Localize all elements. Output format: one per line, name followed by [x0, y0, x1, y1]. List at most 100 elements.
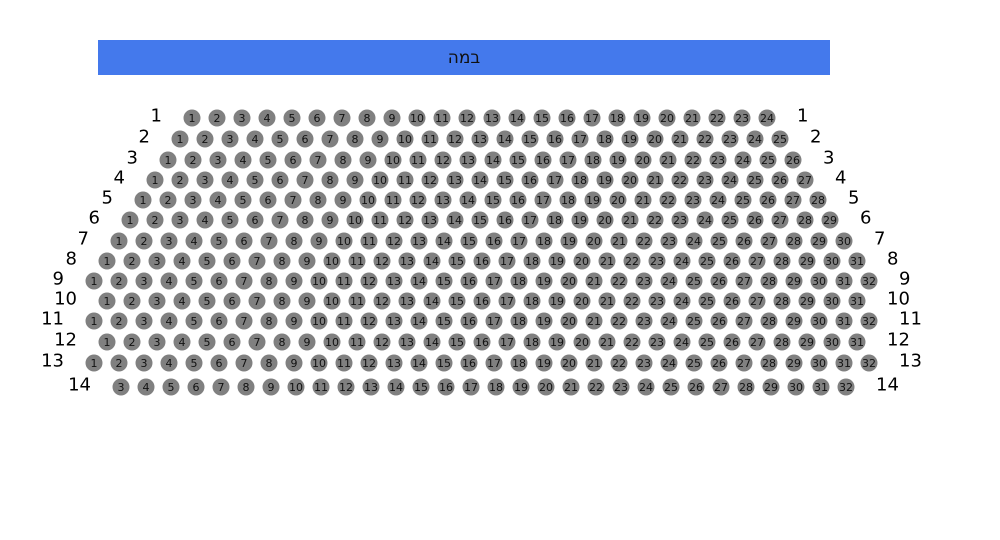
- seat[interactable]: 28: [760, 272, 778, 290]
- seat-circle[interactable]: [587, 378, 605, 396]
- seat[interactable]: 15: [471, 211, 489, 229]
- seat[interactable]: 25: [771, 130, 789, 148]
- seat-circle[interactable]: [634, 191, 652, 209]
- seat[interactable]: 21: [598, 333, 616, 351]
- seat-circle[interactable]: [760, 232, 778, 250]
- seat[interactable]: 10: [310, 312, 328, 330]
- seat[interactable]: 9: [298, 292, 316, 310]
- seat[interactable]: 12: [446, 130, 464, 148]
- seat[interactable]: 8: [346, 130, 364, 148]
- seat[interactable]: 16: [496, 211, 514, 229]
- seat[interactable]: 2: [110, 272, 128, 290]
- seat-circle[interactable]: [598, 252, 616, 270]
- seat[interactable]: 31: [848, 292, 866, 310]
- seat-circle[interactable]: [385, 312, 403, 330]
- seat-circle[interactable]: [483, 109, 501, 127]
- seat-circle[interactable]: [510, 232, 528, 250]
- seat[interactable]: 27: [735, 272, 753, 290]
- seat-circle[interactable]: [835, 354, 853, 372]
- seat-circle[interactable]: [437, 378, 455, 396]
- seat-circle[interactable]: [535, 272, 553, 290]
- seat[interactable]: 1: [146, 171, 164, 189]
- seat[interactable]: 19: [535, 354, 553, 372]
- seat[interactable]: 18: [510, 312, 528, 330]
- seat-circle[interactable]: [546, 171, 564, 189]
- seat[interactable]: 29: [785, 354, 803, 372]
- seat[interactable]: 25: [710, 232, 728, 250]
- seat-circle[interactable]: [423, 252, 441, 270]
- seat-circle[interactable]: [435, 312, 453, 330]
- seat[interactable]: 6: [284, 151, 302, 169]
- seat-circle[interactable]: [821, 211, 839, 229]
- seat[interactable]: 13: [421, 211, 439, 229]
- seat-circle[interactable]: [135, 354, 153, 372]
- seat-circle[interactable]: [810, 354, 828, 372]
- seat[interactable]: 11: [371, 211, 389, 229]
- seat[interactable]: 5: [283, 109, 301, 127]
- seat-circle[interactable]: [735, 272, 753, 290]
- seat-circle[interactable]: [223, 333, 241, 351]
- seat[interactable]: 23: [635, 312, 653, 330]
- seat-circle[interactable]: [784, 151, 802, 169]
- seat-circle[interactable]: [485, 312, 503, 330]
- seat-circle[interactable]: [684, 151, 702, 169]
- seat[interactable]: 11: [396, 171, 414, 189]
- seat[interactable]: 1: [85, 354, 103, 372]
- seat[interactable]: 8: [260, 354, 278, 372]
- seat[interactable]: 27: [771, 211, 789, 229]
- seat-circle[interactable]: [548, 333, 566, 351]
- seat[interactable]: 25: [734, 191, 752, 209]
- seat[interactable]: 14: [459, 191, 477, 209]
- seat-circle[interactable]: [685, 312, 703, 330]
- seat-circle[interactable]: [421, 171, 439, 189]
- seat[interactable]: 8: [334, 151, 352, 169]
- seat-circle[interactable]: [573, 292, 591, 310]
- seat-circle[interactable]: [196, 211, 214, 229]
- seat-circle[interactable]: [785, 232, 803, 250]
- seat[interactable]: 24: [660, 354, 678, 372]
- seat-circle[interactable]: [610, 312, 628, 330]
- seat-circle[interactable]: [548, 292, 566, 310]
- seat[interactable]: 15: [484, 191, 502, 209]
- seat-circle[interactable]: [610, 272, 628, 290]
- seat-circle[interactable]: [635, 272, 653, 290]
- seat-circle[interactable]: [112, 378, 130, 396]
- seat-circle[interactable]: [187, 378, 205, 396]
- seat[interactable]: 23: [721, 130, 739, 148]
- seat[interactable]: 19: [584, 191, 602, 209]
- seat[interactable]: 11: [360, 232, 378, 250]
- seat-circle[interactable]: [698, 252, 716, 270]
- seat-circle[interactable]: [383, 109, 401, 127]
- seat-circle[interactable]: [148, 252, 166, 270]
- seat-circle[interactable]: [287, 378, 305, 396]
- seat[interactable]: 11: [384, 191, 402, 209]
- seat[interactable]: 20: [573, 252, 591, 270]
- seat-circle[interactable]: [648, 292, 666, 310]
- seat[interactable]: 31: [812, 378, 830, 396]
- seat[interactable]: 13: [459, 151, 477, 169]
- seat-circle[interactable]: [684, 191, 702, 209]
- seat[interactable]: 12: [434, 151, 452, 169]
- seat-circle[interactable]: [373, 292, 391, 310]
- seat[interactable]: 20: [573, 292, 591, 310]
- seat[interactable]: 6: [210, 272, 228, 290]
- seat-circle[interactable]: [635, 354, 653, 372]
- seat[interactable]: 5: [162, 378, 180, 396]
- seat-circle[interactable]: [498, 252, 516, 270]
- seat[interactable]: 31: [848, 333, 866, 351]
- seat[interactable]: 30: [787, 378, 805, 396]
- seat-circle[interactable]: [371, 171, 389, 189]
- seat-circle[interactable]: [434, 151, 452, 169]
- seat[interactable]: 14: [410, 354, 428, 372]
- seat-circle[interactable]: [621, 130, 639, 148]
- seat[interactable]: 22: [587, 378, 605, 396]
- seat-circle[interactable]: [785, 354, 803, 372]
- seat[interactable]: 13: [398, 252, 416, 270]
- seat[interactable]: 15: [533, 109, 551, 127]
- seat-circle[interactable]: [323, 252, 341, 270]
- seat-circle[interactable]: [384, 151, 402, 169]
- seat-circle[interactable]: [748, 333, 766, 351]
- seat[interactable]: 26: [723, 333, 741, 351]
- seat[interactable]: 32: [860, 272, 878, 290]
- seat[interactable]: 26: [759, 191, 777, 209]
